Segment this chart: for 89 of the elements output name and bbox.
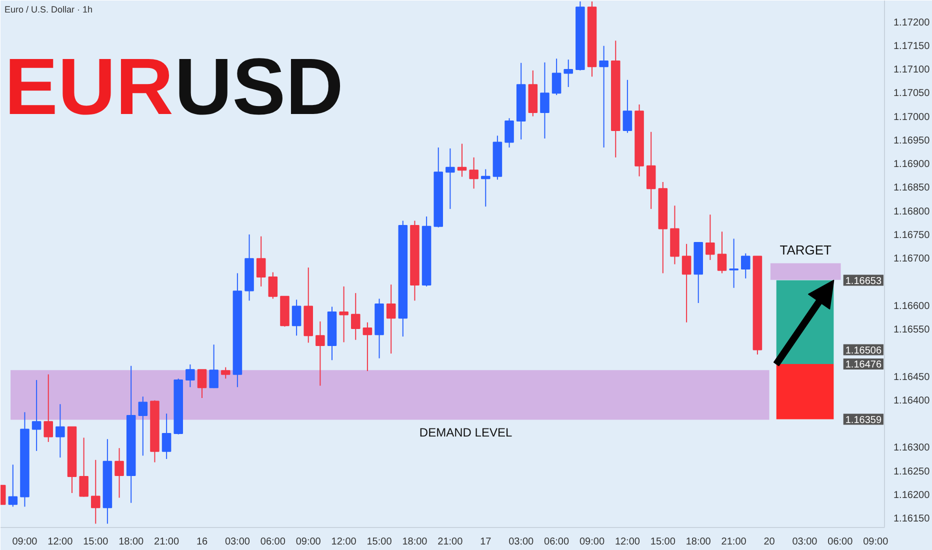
- annotation: 1.16359: [845, 414, 882, 426]
- x-tick-label: 09:00: [296, 536, 322, 548]
- candlestick: [292, 299, 302, 336]
- text: EURUSD: [4, 42, 344, 131]
- chart-subtitle: Euro / U.S. Dollar · 1h: [4, 4, 93, 14]
- candlestick: [386, 284, 396, 354]
- candlestick: [682, 243, 692, 323]
- x-tick-label: 09:00: [579, 536, 605, 548]
- x-tick-label: 15:00: [366, 536, 392, 548]
- y-tick-label: 1.16600: [894, 300, 930, 312]
- candlestick: [646, 131, 656, 210]
- candlestick: [351, 292, 360, 340]
- candlestick: [599, 45, 608, 148]
- band-label: TARGET: [780, 242, 832, 258]
- y-tick-label: 1.17050: [894, 88, 930, 100]
- x-tick-label: 21:00: [154, 536, 180, 548]
- candlestick: [717, 231, 727, 274]
- candlestick: [256, 236, 266, 287]
- x-tick-label: 09:00: [863, 536, 889, 548]
- x-tick-label: 06:00: [828, 536, 854, 548]
- candlestick: [469, 156, 478, 190]
- candlestick: [316, 320, 325, 386]
- candlestick: [268, 272, 278, 300]
- x-tick-label: 18:00: [402, 536, 428, 548]
- y-tick-label: 1.16750: [894, 230, 930, 241]
- candlestick: [44, 374, 53, 442]
- candlestick: [481, 168, 490, 208]
- candlestick: [457, 143, 467, 178]
- x-tick-label: 21:00: [721, 536, 747, 548]
- y-tick-label: 1.16300: [894, 442, 930, 454]
- x-tick-label: 17: [480, 536, 492, 548]
- y-tick-label: 1.16150: [894, 514, 930, 525]
- candlestick: [221, 366, 230, 380]
- x-tick-label: 06:00: [260, 536, 286, 548]
- x-tick-label: 16: [196, 536, 208, 548]
- y-tick-label: 1.16250: [894, 466, 930, 478]
- x-tick-label: 03:00: [224, 536, 250, 548]
- candlestick: [186, 364, 195, 388]
- candlestick: [362, 322, 372, 372]
- x-tick-label: 12:00: [614, 536, 640, 548]
- candlestick: [564, 59, 573, 88]
- annotation: 1.16653: [845, 276, 882, 287]
- y-tick-label: 1.16850: [894, 182, 930, 194]
- x-tick-label: 18:00: [118, 536, 144, 548]
- candlestick: [741, 252, 750, 279]
- candlestick: [56, 404, 65, 458]
- candlestick: [162, 413, 172, 460]
- candlestick: [79, 437, 88, 498]
- y-tick-label: 1.16200: [894, 490, 930, 501]
- x-tick-label: 03:00: [792, 536, 818, 548]
- candlestick: [114, 448, 124, 498]
- y-tick-label: 1.16550: [894, 324, 930, 336]
- annotation: 1.16476: [845, 359, 882, 370]
- y-tick-label: 1.17100: [894, 64, 930, 76]
- candlestick: [209, 344, 218, 389]
- candlestick: [729, 238, 738, 288]
- y-tick-label: 1.16800: [894, 206, 930, 218]
- band-label: DEMAND LEVEL: [419, 426, 512, 440]
- annotation: 1.16506: [845, 345, 882, 356]
- candlestick: [622, 79, 632, 134]
- x-tick-label: 18:00: [686, 536, 712, 548]
- candlestick: [91, 459, 100, 524]
- candlestick: [197, 369, 207, 398]
- y-tick-label: 1.16400: [894, 395, 930, 406]
- candlestick: [446, 148, 455, 210]
- x-tick-label: 09:00: [12, 536, 38, 548]
- y-tick-label: 1.16900: [894, 159, 930, 170]
- y-tick-label: 1.16950: [894, 135, 930, 146]
- x-tick-label: 03:00: [508, 536, 534, 548]
- candlestick: [138, 396, 148, 456]
- candlestick: [339, 286, 348, 343]
- x-tick-label: 06:00: [544, 536, 570, 548]
- candlestick: [540, 62, 550, 140]
- y-tick-label: 1.17000: [894, 112, 930, 123]
- candlestick: [706, 214, 715, 260]
- x-tick-label: 12:00: [331, 536, 357, 548]
- x-tick-label: 15:00: [83, 536, 109, 548]
- x-tick-label: 20: [764, 536, 776, 548]
- y-tick-label: 1.16700: [894, 254, 930, 265]
- candlestick: [32, 380, 42, 452]
- candlestick: [504, 118, 514, 148]
- x-tick-label: 12:00: [48, 536, 74, 548]
- y-tick-label: 1.17200: [894, 17, 930, 28]
- candlestick: [8, 464, 18, 508]
- x-tick-label: 21:00: [438, 536, 464, 548]
- y-tick-label: 1.17150: [894, 40, 930, 52]
- x-tick-label: 15:00: [650, 536, 676, 548]
- y-tick-label: 1.16450: [894, 372, 930, 383]
- candlestick: [552, 58, 562, 96]
